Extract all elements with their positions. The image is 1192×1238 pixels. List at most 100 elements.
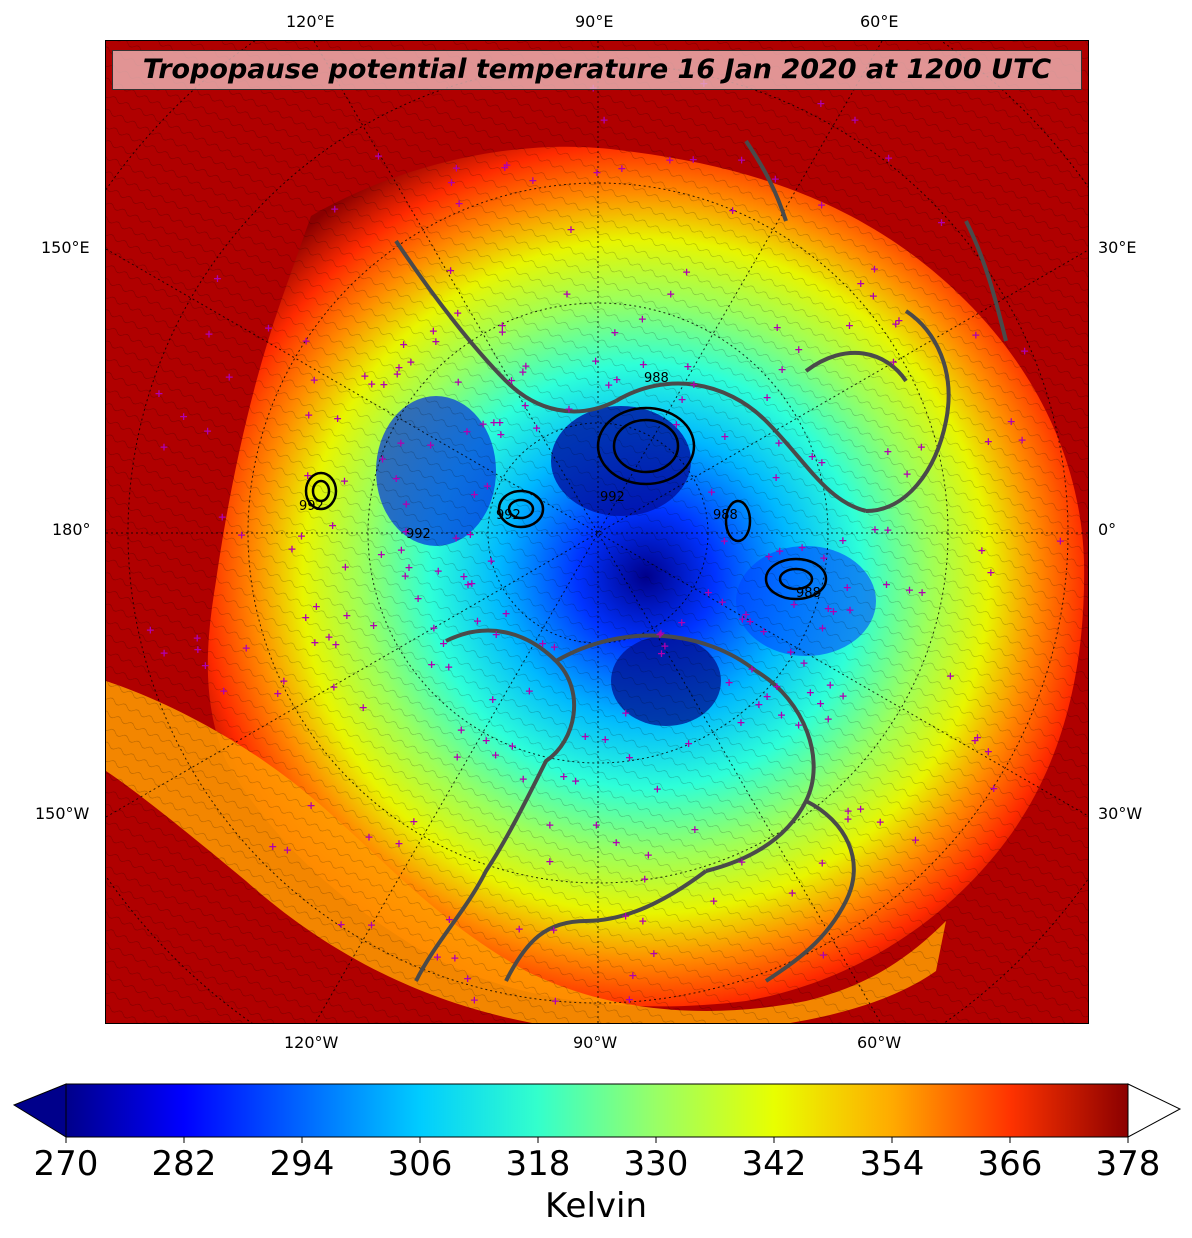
station-marker: + <box>984 435 993 448</box>
station-marker: + <box>518 366 527 379</box>
station-marker: + <box>845 319 854 332</box>
station-marker: + <box>592 818 601 831</box>
station-marker: + <box>179 410 188 423</box>
station-marker: + <box>882 578 891 591</box>
station-marker: + <box>342 609 351 622</box>
station-marker: + <box>917 441 926 454</box>
station-marker: + <box>707 486 716 499</box>
station-marker: + <box>709 894 718 907</box>
station-marker: + <box>502 159 511 172</box>
station-marker: + <box>775 544 784 557</box>
station-marker: + <box>394 837 403 850</box>
station-marker: + <box>498 326 507 339</box>
station-marker: + <box>977 544 986 557</box>
station-marker: + <box>409 815 418 828</box>
station-marker: + <box>824 712 833 725</box>
lon-label-bottom: 60°W <box>857 1033 902 1052</box>
station-marker: + <box>450 952 459 965</box>
station-marker: + <box>160 646 169 659</box>
station-marker: + <box>644 849 653 862</box>
station-marker: + <box>844 805 853 818</box>
station-marker: + <box>829 605 838 618</box>
station-marker: + <box>798 541 807 554</box>
colorbar-tick-label: 366 <box>977 1144 1043 1184</box>
station-marker: + <box>429 622 438 635</box>
lon-label-right: 0° <box>1098 520 1117 539</box>
station-marker: + <box>1056 534 1065 547</box>
station-marker: + <box>884 151 893 164</box>
station-marker: + <box>312 600 321 613</box>
station-marker: + <box>610 326 619 339</box>
station-marker: + <box>303 469 312 482</box>
station-marker: + <box>850 114 859 127</box>
station-marker: + <box>970 734 979 747</box>
station-marker: + <box>538 637 547 650</box>
station-marker: + <box>621 910 630 923</box>
station-markers: + + + + + + + + + + + + + + + + + + + + + + + + + + + + + + + + + + + + + + + +… <box>146 61 1065 1007</box>
colorbar-tick-label: 354 <box>859 1144 925 1184</box>
station-marker: + <box>869 289 878 302</box>
station-marker: + <box>1020 344 1029 357</box>
contour-label: 988 <box>644 371 669 386</box>
station-marker: + <box>364 831 373 844</box>
station-marker: + <box>204 328 213 341</box>
station-marker: + <box>427 658 436 671</box>
station-marker: + <box>870 262 879 275</box>
contour-label: 992 <box>496 508 521 523</box>
colorbar-tick-label: 330 <box>623 1144 689 1184</box>
station-marker: + <box>689 378 698 391</box>
station-marker: + <box>439 637 448 650</box>
station-marker: + <box>466 528 475 541</box>
pressure-contours <box>304 406 828 601</box>
station-marker: + <box>736 716 745 729</box>
station-marker: + <box>824 602 833 615</box>
colorbar-tick-label: 306 <box>387 1144 453 1184</box>
station-marker: + <box>507 374 516 387</box>
contour-label: 992 <box>600 490 625 505</box>
station-marker: + <box>159 441 168 454</box>
station-marker: + <box>500 161 509 174</box>
station-marker: + <box>545 855 554 868</box>
station-marker: + <box>489 416 498 429</box>
station-marker: + <box>431 335 440 348</box>
station-marker: + <box>777 709 786 722</box>
station-marker: + <box>331 638 340 651</box>
station-marker: + <box>564 403 573 416</box>
station-marker: + <box>889 355 898 368</box>
station-marker: + <box>655 628 664 641</box>
colorbar-tick-label: 318 <box>505 1144 571 1184</box>
map-panel: 988 992 992 992 992 988 988 + + + + + + + + + + + +… <box>105 40 1089 1024</box>
station-marker: + <box>876 816 885 829</box>
colorbar-label: Kelvin <box>544 1186 648 1226</box>
station-marker: + <box>367 918 376 931</box>
station-marker: + <box>689 153 698 166</box>
station-marker: + <box>508 740 517 753</box>
station-marker: + <box>521 399 530 412</box>
station-marker: + <box>816 697 825 710</box>
station-marker: + <box>467 577 476 590</box>
station-marker: + <box>838 534 847 547</box>
station-marker: + <box>426 439 435 452</box>
station-marker: + <box>617 162 626 175</box>
station-marker: + <box>741 608 750 621</box>
station-marker: + <box>684 737 693 750</box>
colorbar-tick-label: 270 <box>33 1144 99 1184</box>
station-marker: + <box>604 379 613 392</box>
station-marker: + <box>453 751 462 764</box>
station-marker: + <box>816 97 825 110</box>
station-marker: + <box>677 616 686 629</box>
station-marker: + <box>310 636 319 649</box>
station-marker: + <box>488 693 497 706</box>
station-marker: + <box>566 223 575 236</box>
station-marker: + <box>333 412 342 425</box>
station-marker: + <box>612 836 621 849</box>
station-marker: + <box>470 994 479 1007</box>
station-marker: + <box>856 277 865 290</box>
station-marker: + <box>665 153 674 166</box>
station-marker: + <box>788 886 797 899</box>
station-marker: + <box>682 265 691 278</box>
station-marker: + <box>819 948 828 961</box>
station-marker: + <box>498 319 507 332</box>
station-marker: + <box>763 391 772 404</box>
contour-label: 988 <box>796 586 821 601</box>
